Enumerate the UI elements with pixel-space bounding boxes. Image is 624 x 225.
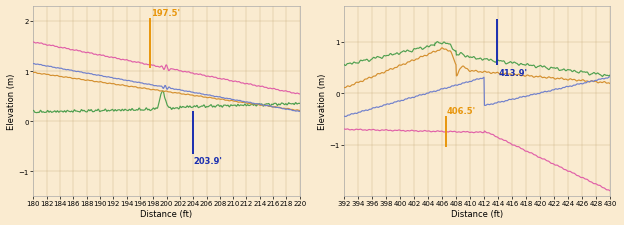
Text: 203.9': 203.9' [194,156,223,165]
Text: 197.5': 197.5' [151,9,180,18]
X-axis label: Distance (ft): Distance (ft) [140,209,193,218]
Y-axis label: Elevation (m): Elevation (m) [7,74,16,130]
Text: 413.9': 413.9' [499,68,528,77]
Text: 406.5': 406.5' [447,107,476,116]
Y-axis label: Elevation (m): Elevation (m) [318,74,326,130]
X-axis label: Distance (ft): Distance (ft) [451,209,503,218]
